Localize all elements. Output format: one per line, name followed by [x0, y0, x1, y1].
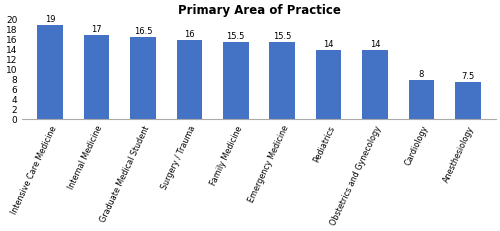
- Text: 8: 8: [419, 70, 424, 79]
- Text: 15.5: 15.5: [273, 32, 291, 41]
- Text: 17: 17: [91, 25, 102, 34]
- Bar: [409, 80, 434, 119]
- Bar: [84, 35, 109, 119]
- Bar: [316, 50, 342, 119]
- Text: 14: 14: [370, 40, 380, 49]
- Bar: [130, 37, 156, 119]
- Text: 15.5: 15.5: [226, 32, 245, 41]
- Text: 7.5: 7.5: [462, 72, 474, 81]
- Text: 16: 16: [184, 30, 194, 39]
- Title: Primary Area of Practice: Primary Area of Practice: [178, 4, 340, 17]
- Text: 19: 19: [44, 15, 55, 24]
- Bar: [223, 42, 248, 119]
- Bar: [176, 40, 202, 119]
- Bar: [37, 25, 62, 119]
- Text: 16.5: 16.5: [134, 27, 152, 36]
- Bar: [362, 50, 388, 119]
- Text: 14: 14: [324, 40, 334, 49]
- Bar: [270, 42, 295, 119]
- Bar: [455, 82, 480, 119]
